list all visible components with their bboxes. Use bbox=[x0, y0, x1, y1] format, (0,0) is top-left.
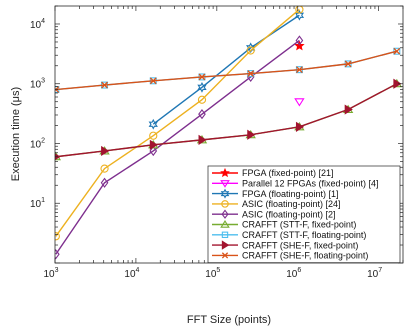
series-8 bbox=[55, 47, 401, 93]
legend-label: CRAFFT (SHE-F, fixed-point) bbox=[242, 240, 358, 250]
legend-label: Parallel 12 FPGAs (fixed-point) [4] bbox=[242, 179, 379, 189]
x-tick-label: 105 bbox=[205, 267, 220, 280]
data-point bbox=[247, 70, 255, 77]
data-point bbox=[220, 167, 230, 178]
legend-entry: FPGA (fixed-point) [21] bbox=[212, 167, 334, 178]
y-axis-label: Execution time (μs) bbox=[10, 87, 22, 181]
data-point bbox=[246, 46, 255, 55]
data-point bbox=[221, 240, 230, 250]
legend-entry: Parallel 12 FPGAs (fixed-point) [4] bbox=[212, 179, 379, 189]
series-line bbox=[55, 50, 398, 91]
data-point bbox=[101, 145, 110, 157]
x-axis-label: FFT Size (points) bbox=[187, 314, 271, 326]
legend-box bbox=[207, 165, 401, 264]
legend-entry: CRAFFT (STT-F, floating-point) bbox=[212, 230, 366, 240]
y-tick-label: 103 bbox=[30, 78, 45, 91]
x-tick-label: 104 bbox=[124, 267, 139, 280]
legend-entry: ASIC (floating-point) [2] bbox=[212, 209, 336, 219]
legend-label: ASIC (floating-point) [24] bbox=[242, 199, 341, 209]
legend-label: FPGA (floating-point) [1] bbox=[242, 189, 339, 199]
legend-entry: CRAFFT (SHE-F, fixed-point) bbox=[212, 240, 358, 250]
data-point bbox=[197, 81, 207, 93]
data-point bbox=[295, 66, 303, 74]
data-point bbox=[149, 131, 158, 140]
data-point bbox=[294, 98, 305, 107]
series-line bbox=[55, 8, 300, 237]
legend: FPGA (fixed-point) [21]Parallel 12 FPGAs… bbox=[207, 165, 401, 264]
data-point bbox=[344, 60, 352, 68]
legend-label: ASIC (floating-point) [2] bbox=[242, 209, 336, 219]
legend-label: CRAFFT (STT-F, fixed-point) bbox=[242, 220, 356, 230]
data-point bbox=[344, 104, 353, 115]
data-point bbox=[220, 180, 230, 188]
series-3 bbox=[55, 6, 304, 241]
data-point bbox=[198, 109, 206, 120]
data-point bbox=[393, 47, 401, 55]
series-line bbox=[55, 39, 300, 255]
data-point bbox=[221, 209, 229, 219]
data-point bbox=[295, 121, 305, 132]
data-point bbox=[148, 118, 158, 130]
data-point bbox=[295, 6, 304, 14]
data-point bbox=[198, 134, 207, 145]
data-point bbox=[393, 78, 402, 89]
legend-label: CRAFFT (SHE-F, floating-point) bbox=[242, 251, 368, 261]
data-point bbox=[198, 73, 206, 81]
series-line bbox=[152, 14, 300, 125]
data-point bbox=[197, 95, 207, 104]
data-point bbox=[55, 249, 60, 260]
data-point bbox=[221, 231, 229, 239]
series-7 bbox=[55, 78, 402, 161]
y-tick-label: 102 bbox=[30, 137, 45, 150]
legend-entry: CRAFFT (SHE-F, floating-point) bbox=[212, 251, 368, 261]
data-point bbox=[221, 252, 229, 259]
data-point bbox=[295, 35, 304, 46]
legend-entry: ASIC (floating-point) [24] bbox=[212, 199, 341, 209]
data-point bbox=[101, 81, 108, 89]
data-point bbox=[221, 200, 229, 208]
series-line bbox=[55, 83, 398, 158]
x-tick-label: 106 bbox=[286, 267, 301, 280]
x-tick-label: 103 bbox=[43, 267, 58, 280]
series-layer bbox=[55, 6, 403, 260]
data-point bbox=[220, 220, 230, 228]
data-point bbox=[100, 164, 109, 173]
data-point bbox=[100, 177, 109, 188]
data-point bbox=[220, 188, 230, 199]
legend-entry: FPGA (floating-point) [1] bbox=[212, 188, 339, 199]
legend-entry: CRAFFT (STT-F, fixed-point) bbox=[212, 220, 356, 230]
series-1 bbox=[294, 98, 305, 107]
x-tick-label: 107 bbox=[367, 267, 382, 280]
data-point bbox=[393, 47, 401, 55]
data-point bbox=[149, 145, 158, 157]
data-point bbox=[246, 42, 256, 54]
data-point bbox=[149, 77, 157, 85]
legend-label: CRAFFT (STT-F, floating-point) bbox=[242, 230, 366, 240]
legend-label: FPGA (fixed-point) [21] bbox=[242, 168, 334, 178]
data-point bbox=[149, 139, 158, 150]
data-point bbox=[247, 129, 256, 140]
tick-labels: 103 104 105 106 107 101 102 103 104 bbox=[30, 18, 382, 280]
data-point bbox=[55, 232, 60, 241]
y-tick-label: 104 bbox=[30, 18, 45, 31]
y-tick-label: 101 bbox=[30, 197, 45, 210]
